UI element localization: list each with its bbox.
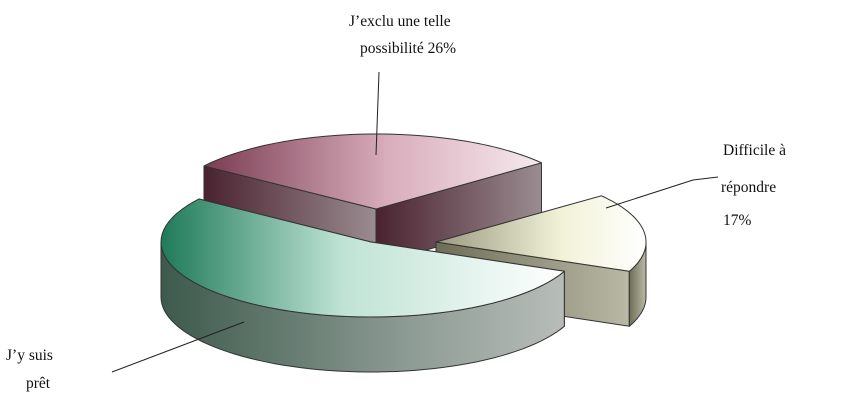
slice-label-difficile-line3: 17% <box>723 212 752 229</box>
leader-line-difficile <box>605 176 719 209</box>
leader-lines <box>111 71 719 373</box>
pie-slice-0-top <box>203 133 542 210</box>
slice-label-pret-line1: J’y suis <box>6 347 53 364</box>
pie-slice-2-top <box>160 198 565 318</box>
slice-label-difficile: Difficile à répondre 17% <box>721 142 790 229</box>
slice-label-pret: J’y suis prêt <box>6 347 57 392</box>
pie-slices <box>160 133 647 373</box>
slice-label-exclu-line2: possibilité 26% <box>360 40 456 57</box>
slice-label-exclu: J’exclu une telle possibilité 26% <box>349 13 456 57</box>
slice-label-difficile-line2: répondre <box>721 179 776 196</box>
leader-line-pret <box>111 321 245 373</box>
slice-label-difficile-line1: Difficile à <box>723 142 786 159</box>
pie-slice-1-top <box>435 195 647 272</box>
pie-slice-2 <box>160 198 565 373</box>
leader-line-exclu <box>375 71 380 156</box>
slice-label-pret-line2: prêt <box>26 375 51 392</box>
slice-label-exclu-line1: J’exclu une telle <box>349 13 451 30</box>
slice-labels: J’exclu une telle possibilité 26% Diffic… <box>6 13 790 392</box>
